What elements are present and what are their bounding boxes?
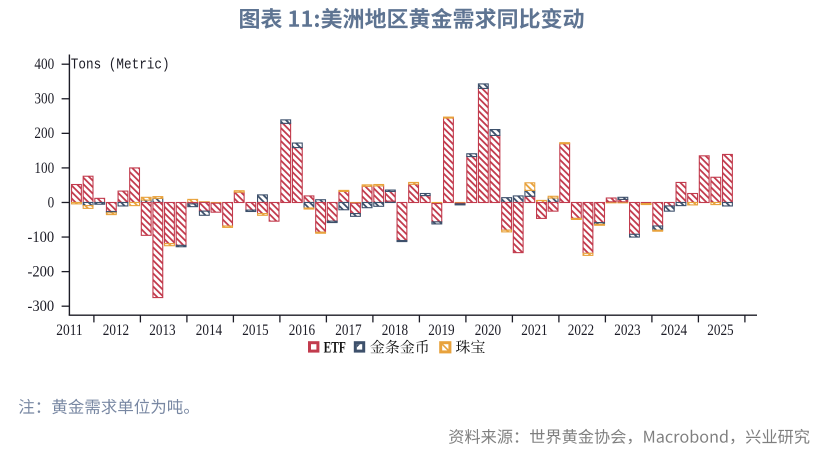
svg-text:300: 300 [34, 91, 54, 108]
svg-text:-100: -100 [28, 229, 55, 246]
svg-text:100: 100 [34, 160, 54, 177]
svg-text:2016: 2016 [289, 322, 315, 339]
svg-text:2015: 2015 [242, 322, 268, 339]
svg-text:2018: 2018 [382, 322, 408, 339]
svg-text:2020: 2020 [475, 322, 501, 339]
svg-text:2023: 2023 [614, 322, 640, 339]
svg-text:2017: 2017 [335, 322, 361, 339]
svg-text:2012: 2012 [103, 322, 129, 339]
svg-text:ETF: ETF [324, 340, 346, 357]
svg-text:-300: -300 [28, 298, 55, 315]
svg-text:200: 200 [34, 125, 54, 142]
svg-text:2011: 2011 [56, 322, 82, 339]
svg-text:2025: 2025 [707, 322, 733, 339]
svg-text:2013: 2013 [149, 322, 175, 339]
svg-text:0: 0 [48, 194, 55, 211]
svg-text:-200: -200 [28, 264, 55, 281]
svg-text:2014: 2014 [196, 322, 222, 339]
svg-text:2019: 2019 [428, 322, 454, 339]
svg-text:2021: 2021 [521, 322, 547, 339]
svg-text:Tons (Metric): Tons (Metric) [71, 56, 170, 73]
svg-text:2022: 2022 [568, 322, 594, 339]
svg-text:2024: 2024 [661, 322, 687, 339]
svg-text:400: 400 [34, 56, 54, 73]
